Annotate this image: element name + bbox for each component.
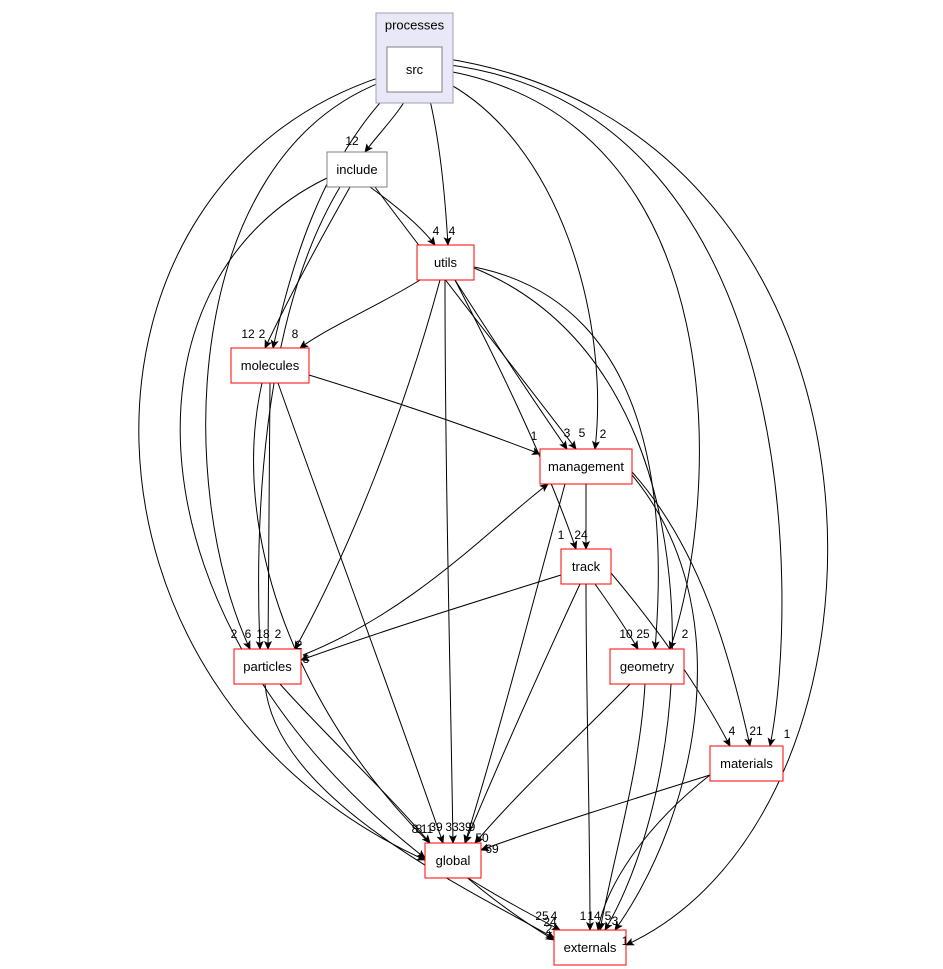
edge-label-molecules-particles: 18 <box>256 627 270 641</box>
edge-label-track-particles: 2 <box>275 627 282 641</box>
edge-management-global <box>465 484 565 843</box>
edge-label-utils-particles: 2 <box>296 638 303 652</box>
node-label-geometry: geometry <box>620 659 675 674</box>
edge-label-materials-global: 9 <box>469 820 476 834</box>
node-label-molecules: molecules <box>241 358 300 373</box>
node-label-include: include <box>336 162 377 177</box>
edge-label-src-include: 12 <box>345 134 359 148</box>
node-label-management: management <box>548 459 624 474</box>
edge-label-track-materials: 4 <box>729 724 736 738</box>
edge-utils-molecules <box>300 280 420 348</box>
edge-label-track-geometry: 10 <box>619 627 633 641</box>
edge-label-molecules-global: 39 <box>429 820 443 834</box>
edge-track-externals <box>586 584 590 930</box>
edge-label-molecules-management: 1 <box>531 429 538 443</box>
edge-src-externals <box>442 58 828 945</box>
node-label-particles: particles <box>243 659 292 674</box>
edge-include-management <box>375 187 576 449</box>
dependency-graph: processes src include utils molecules manage… <box>0 0 943 969</box>
node-label-global: global <box>436 853 471 868</box>
edge-label-utils-externals: 14 <box>587 909 601 923</box>
edge-utils-global <box>445 280 453 843</box>
node-molecules[interactable]: molecules <box>231 348 309 383</box>
node-label-track: track <box>572 559 601 574</box>
node-label-externals: externals <box>564 940 617 955</box>
edges-layer <box>139 58 828 945</box>
edge-label-include-management: 5 <box>579 426 586 440</box>
edge-label-src-materials: 1 <box>784 727 791 741</box>
edge-label-include-utils: 4 <box>433 224 440 238</box>
node-label-materials: materials <box>720 756 773 771</box>
edge-materials-externals <box>598 775 710 930</box>
edge-track-particles <box>301 575 561 660</box>
edge-src-materials <box>442 64 782 746</box>
edge-include-molecules <box>265 187 350 348</box>
node-geometry[interactable]: geometry <box>610 649 684 684</box>
edge-label-utils-management: 3 <box>564 426 571 440</box>
edge-src-utils <box>428 92 448 245</box>
node-label-utils: utils <box>434 255 458 270</box>
edge-track-global <box>465 584 580 843</box>
edge-label-src-externals: 1 <box>622 934 629 948</box>
edge-label-global-externals: 24 <box>543 915 557 929</box>
edge-utils-particles <box>295 280 440 649</box>
node-global[interactable]: global <box>425 843 481 878</box>
edge-label-include-particles: 6 <box>245 627 252 641</box>
edge-label-track-global: 69 <box>485 842 499 856</box>
edge-label-management-externals: 5 <box>605 909 612 923</box>
edge-materials-global <box>481 775 710 850</box>
node-include[interactable]: include <box>327 152 387 187</box>
edge-label-geometry-externals: 3 <box>612 914 619 928</box>
edge-particles-management <box>303 484 548 655</box>
edge-label-src-particles: 2 <box>231 627 238 641</box>
edge-molecules-management <box>309 375 540 454</box>
edge-label-management-materials: 21 <box>749 724 763 738</box>
edge-label-particles-global: 8 <box>416 822 423 836</box>
edge-label-src-management: 2 <box>600 427 607 441</box>
container-label: processes <box>385 17 445 32</box>
edge-geometry-global <box>475 684 630 843</box>
edge-include-utils <box>370 187 435 245</box>
edge-management-materials <box>632 472 750 746</box>
node-track[interactable]: track <box>561 549 611 584</box>
node-utils[interactable]: utils <box>417 245 474 280</box>
edge-labels-layer: 1242222181412561183122533141183922421505… <box>231 134 791 948</box>
node-label-src: src <box>406 62 424 77</box>
edge-label-src-utils: 4 <box>449 224 456 238</box>
node-src[interactable]: src <box>387 47 442 92</box>
node-externals[interactable]: externals <box>554 930 626 965</box>
edge-label-utils-molecules: 8 <box>292 327 299 341</box>
edge-label-include-molecules: 12 <box>241 327 255 341</box>
edge-label-management-track: 24 <box>574 528 588 542</box>
edge-label-utils-track: 1 <box>558 528 565 542</box>
edge-label-utils-global: 33 <box>445 820 459 834</box>
edge-label-track-externals: 1 <box>580 909 587 923</box>
node-management[interactable]: management <box>540 449 632 484</box>
edge-particles-global <box>280 684 430 843</box>
edge-particles-externals <box>265 684 554 938</box>
edge-label-src-geometry: 2 <box>682 627 689 641</box>
node-materials[interactable]: materials <box>710 746 783 781</box>
edge-label-particles-management: 3 <box>303 652 310 666</box>
edge-molecules-global <box>278 383 443 843</box>
edge-label-utils-geometry: 25 <box>636 627 650 641</box>
edge-label-src-molecules: 2 <box>259 327 266 341</box>
edge-include-global <box>180 178 425 858</box>
node-particles[interactable]: particles <box>234 649 301 684</box>
